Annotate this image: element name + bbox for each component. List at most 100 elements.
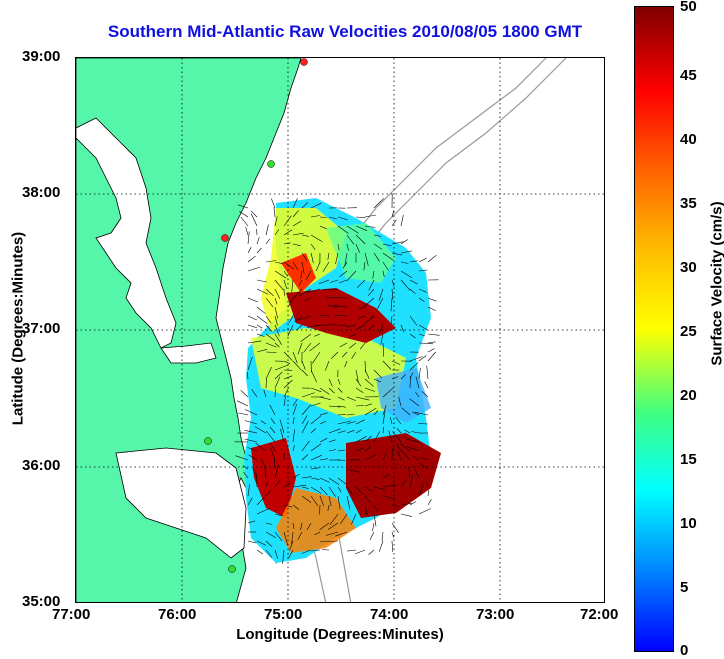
velocity-vector xyxy=(346,421,356,425)
velocity-vector xyxy=(301,369,308,377)
velocity-vector xyxy=(319,522,330,531)
velocity-vector xyxy=(319,540,330,543)
velocity-vector xyxy=(427,341,436,344)
velocity-vector xyxy=(328,378,333,387)
velocity-vector xyxy=(322,261,330,272)
velocity-vector xyxy=(269,404,276,416)
velocity-vector xyxy=(348,342,357,349)
velocity-vector xyxy=(373,252,380,262)
velocity-vector xyxy=(292,220,302,227)
velocity-vector xyxy=(282,549,285,564)
velocity-vector xyxy=(244,430,258,434)
velocity-vector xyxy=(292,360,302,371)
velocity-vector xyxy=(391,219,397,227)
velocity-vector xyxy=(415,376,420,389)
velocity-vector xyxy=(263,389,267,398)
velocity-vector xyxy=(419,463,429,470)
velocity-vector xyxy=(292,522,295,529)
velocity-vector xyxy=(292,210,299,218)
velocity-vector xyxy=(310,428,317,434)
x-tick-label: 72:00 xyxy=(580,606,619,623)
velocity-vector xyxy=(247,231,250,245)
velocity-vector xyxy=(382,474,390,479)
velocity-vector xyxy=(274,464,279,479)
velocity-vector xyxy=(292,429,295,443)
velocity-vector xyxy=(391,252,403,256)
velocity-vector xyxy=(337,405,346,408)
velocity-vector xyxy=(397,450,402,461)
velocity-vector xyxy=(310,486,322,494)
velocity-vector xyxy=(292,473,300,479)
velocity-vector xyxy=(364,225,376,228)
velocity-vector xyxy=(274,333,283,345)
velocity-vector xyxy=(310,387,322,393)
velocity-vector xyxy=(292,484,307,488)
velocity-vector xyxy=(418,324,429,331)
velocity-vector xyxy=(342,261,348,269)
velocity-vector xyxy=(237,204,249,209)
velocity-vector xyxy=(355,225,368,231)
x-axis-label: Longitude (Degrees:Minutes) xyxy=(236,626,444,643)
velocity-vector xyxy=(274,371,283,380)
velocity-vector xyxy=(400,270,413,279)
velocity-vector xyxy=(418,297,425,302)
velocity-vector xyxy=(382,243,392,247)
velocity-vector xyxy=(382,252,394,261)
velocity-vector xyxy=(400,374,406,380)
velocity-vector xyxy=(328,387,335,394)
pamlico-sound xyxy=(115,447,247,559)
velocity-vector xyxy=(271,198,276,209)
velocity-vector xyxy=(409,475,414,488)
velocity-vector xyxy=(297,342,303,355)
velocity-vector xyxy=(310,243,316,250)
station-marker xyxy=(228,565,236,573)
velocity-vector xyxy=(392,431,402,443)
velocity-vector xyxy=(351,513,357,525)
velocity-vector xyxy=(373,198,385,209)
velocity-vector xyxy=(368,288,375,296)
velocity-vector xyxy=(373,486,385,490)
velocity-vector xyxy=(265,351,277,353)
velocity-vector xyxy=(337,477,347,485)
velocity-vector xyxy=(355,447,364,452)
velocity-vector xyxy=(345,324,357,328)
velocity-vector xyxy=(409,356,423,362)
velocity-vector xyxy=(294,315,303,322)
velocity-vector xyxy=(407,439,420,443)
velocity-vector xyxy=(251,210,258,218)
velocity-vector xyxy=(412,456,420,461)
station-marker xyxy=(204,437,212,445)
velocity-vector xyxy=(292,445,295,452)
velocity-vector xyxy=(337,420,351,425)
velocity-vector xyxy=(283,531,288,546)
velocity-vector xyxy=(312,351,321,364)
velocity-vector xyxy=(283,261,295,270)
map-svg xyxy=(76,58,604,602)
velocity-vector xyxy=(382,495,396,500)
velocity-vector xyxy=(364,435,372,443)
velocity-vector xyxy=(355,216,366,218)
velocity-vector xyxy=(292,398,298,407)
velocity-vector xyxy=(247,447,258,452)
velocity-vector xyxy=(391,210,395,218)
velocity-vector xyxy=(292,198,298,209)
velocity-vector xyxy=(379,324,384,334)
velocity-vector xyxy=(283,270,289,277)
velocity-vector xyxy=(247,372,249,380)
velocity-vector xyxy=(266,430,276,443)
velocity-vector xyxy=(292,243,301,247)
velocity-vector xyxy=(305,270,312,280)
colorbar-tick-label: 30 xyxy=(680,259,697,276)
map-plot-area[interactable] xyxy=(75,57,605,603)
velocity-vector xyxy=(409,315,418,326)
velocity-vector xyxy=(411,431,420,434)
velocity-vector xyxy=(327,305,339,308)
velocity-vector xyxy=(346,413,355,416)
velocity-vector xyxy=(288,549,294,558)
velocity-vector xyxy=(414,468,420,479)
velocity-vector xyxy=(300,522,303,531)
velocity-vector xyxy=(408,466,411,479)
velocity-vector xyxy=(328,405,341,408)
x-tick-label: 77:00 xyxy=(52,606,91,623)
velocity-vector xyxy=(245,227,249,236)
